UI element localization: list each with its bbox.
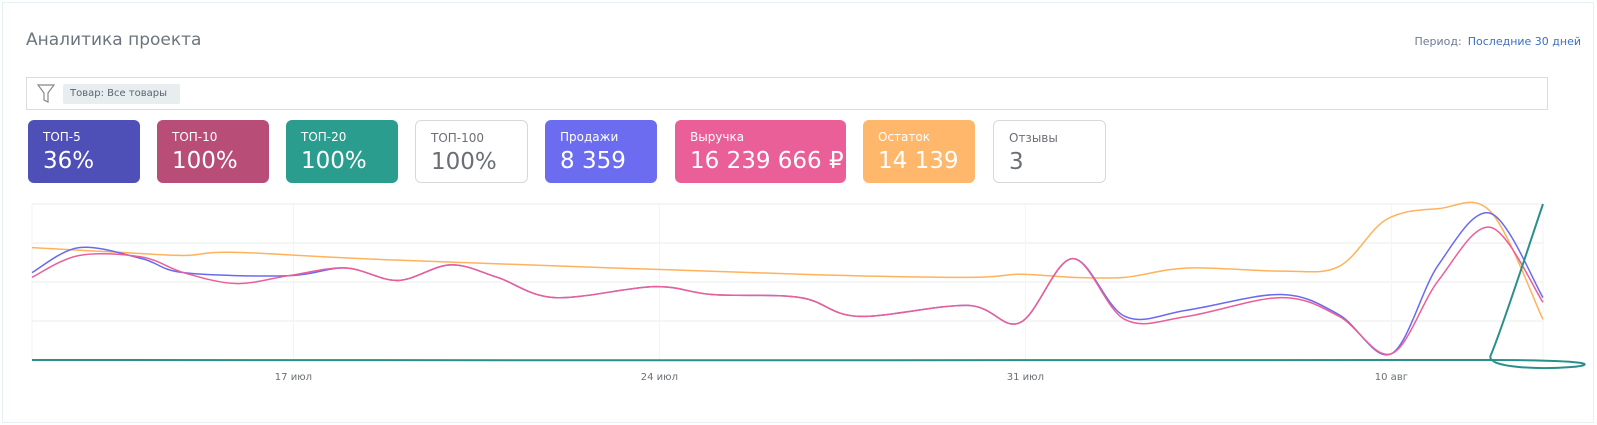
card-value: 100% (301, 148, 367, 174)
card-revenue[interactable]: Выручка 16 239 666 ₽ (675, 120, 846, 183)
period-value-link[interactable]: Последние 30 дней (1467, 35, 1581, 48)
card-value: 16 239 666 ₽ (690, 148, 844, 174)
x-tick-label: 10 авг (1375, 372, 1408, 383)
card-label: Выручка (690, 130, 745, 144)
card-value: 8 359 (560, 148, 626, 174)
filter-chip-product[interactable]: Товар: Все товары (63, 84, 181, 104)
series-line-ТОП-20 (31, 203, 1586, 369)
x-tick-label: 24 июл (641, 372, 678, 383)
card-top20[interactable]: ТОП-20 100% (286, 120, 398, 183)
series-line-Продажи (31, 212, 1544, 356)
page-title: Аналитика проекта (26, 30, 202, 50)
card-value: 100% (431, 149, 497, 175)
filter-bar[interactable]: Товар: Все товары (26, 77, 1548, 110)
period-selector[interactable]: Период: Последние 30 дней (1415, 35, 1581, 48)
card-value: 3 (1009, 149, 1024, 175)
card-top10[interactable]: ТОП-10 100% (157, 120, 269, 183)
card-top100[interactable]: ТОП-100 100% (415, 120, 528, 183)
card-top5[interactable]: ТОП-5 36% (28, 120, 140, 183)
x-tick-label: 17 июл (275, 372, 312, 383)
series-line-Выручка (31, 226, 1544, 356)
period-label: Период: (1414, 35, 1462, 48)
card-value: 100% (172, 148, 238, 174)
card-reviews[interactable]: Отзывы 3 (993, 120, 1106, 183)
card-value: 14 139 (878, 148, 959, 174)
card-label: ТОП-20 (301, 130, 347, 144)
filter-icon[interactable] (37, 84, 55, 104)
card-stock[interactable]: Остаток 14 139 (863, 120, 975, 183)
card-label: Отзывы (1009, 131, 1058, 145)
line-chart: 17 июл 24 июл 31 июл 10 авг (31, 201, 1586, 383)
x-tick-label: 31 июл (1007, 372, 1044, 383)
card-sales[interactable]: Продажи 8 359 (545, 120, 657, 183)
series-line-Остаток (31, 201, 1544, 320)
card-label: ТОП-5 (43, 130, 81, 144)
card-label: Остаток (878, 130, 930, 144)
card-label: ТОП-100 (431, 131, 485, 145)
card-label: Продажи (560, 130, 619, 144)
card-label: ТОП-10 (172, 130, 218, 144)
card-value: 36% (43, 148, 95, 174)
